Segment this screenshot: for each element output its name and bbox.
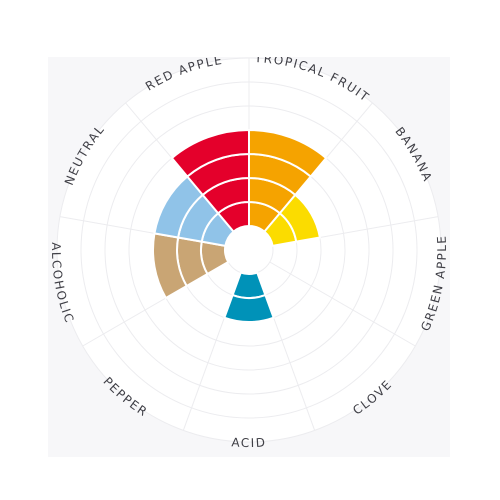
bar-segment-banana	[278, 193, 321, 243]
bar-segment-acid	[223, 294, 275, 323]
bar-segment-tropical-fruit	[248, 129, 328, 178]
bars	[152, 129, 328, 323]
bar-segment-red-apple	[170, 129, 250, 178]
grid-spoke	[269, 261, 416, 347]
category-label: ACID	[231, 435, 267, 450]
chart-panel: TROPICAL FRUIT BANANA GREEN APPLE CLOVE ACID…	[48, 57, 450, 457]
category-label-text: ACID	[231, 435, 265, 450]
